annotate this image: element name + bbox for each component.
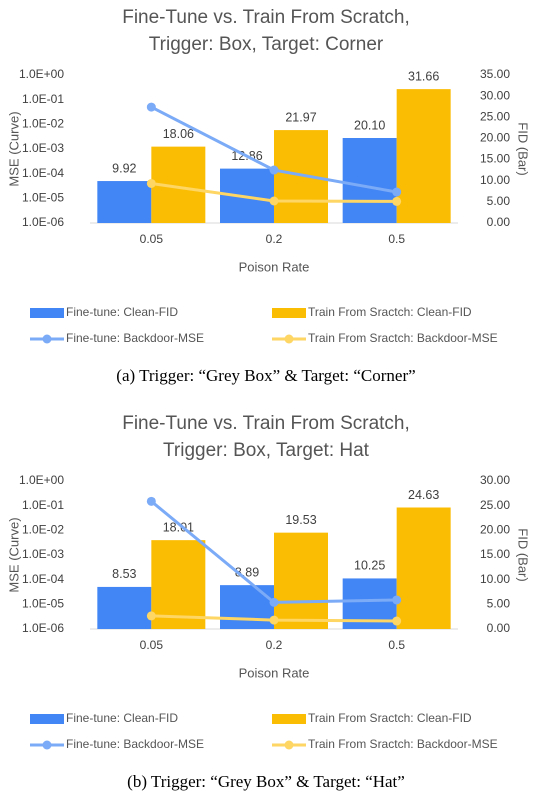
point [269,615,279,625]
y-axis-title: MSE (Curve) [6,111,21,186]
y-tick-label: 1.0E-02 [22,523,64,537]
x-tick-label: 0.05 [140,232,164,246]
y2-axis-title: FID (Bar) [516,528,531,581]
y2-tick-label: 0.00 [487,215,511,229]
y-tick-label: 1.0E-02 [22,117,64,131]
y2-tick-label: 30.00 [480,473,510,487]
bar [274,532,328,629]
point [146,496,156,506]
point [392,196,402,206]
y-tick-label: 1.0E-01 [22,92,64,106]
y-tick-label: 1.0E-06 [22,215,64,229]
legend-label: Fine-tune: Clean-FID [66,305,178,319]
bar [220,585,274,629]
x-axis-title: Poison Rate [239,259,310,274]
y2-tick-label: 25.00 [480,109,510,123]
chart-title: Fine-Tune vs. Train From Scratch, [122,7,410,28]
y2-tick-label: 20.00 [480,131,510,145]
bar [396,89,451,223]
legend-swatch [30,714,64,724]
chart-title: Fine-Tune vs. Train From Scratch, [122,413,410,434]
data-label: 8.53 [112,567,136,581]
y-tick-label: 1.0E-01 [22,498,64,512]
point [392,595,402,605]
data-label: 20.10 [354,118,385,132]
y2-tick-label: 5.00 [487,194,511,208]
caption: (a) Trigger: “Grey Box” & Target: “Corne… [116,366,415,385]
y-tick-label: 1.0E-04 [22,166,64,180]
legend-swatch [284,740,294,750]
legend-label: Fine-tune: Backdoor-MSE [66,737,204,751]
caption: (b) Trigger: “Grey Box” & Target: “Hat” [127,772,405,791]
data-label: 9.92 [112,161,136,175]
chart-title: Trigger: Box, Target: Hat [163,440,370,461]
point [392,187,402,197]
legend-swatch [42,334,52,344]
point [269,165,279,175]
chart: Fine-Tune vs. Train From Scratch, Trigger… [6,7,530,385]
y-tick-label: 1.0E-04 [22,572,64,586]
legend-swatch [42,740,52,750]
point [269,597,279,607]
y-tick-label: 1.0E-03 [22,547,64,561]
legend-label: Train From Sractch: Clean-FID [308,711,472,725]
x-tick-label: 0.5 [388,638,405,652]
point [146,611,156,621]
legend-label: Train From Sractch: Clean-FID [308,305,472,319]
y2-tick-label: 35.00 [480,67,510,81]
bar [274,130,328,223]
x-tick-label: 0.2 [266,232,283,246]
y2-tick-label: 10.00 [480,173,510,187]
y-tick-label: 1.0E-06 [22,621,64,635]
legend-swatch [30,308,64,318]
x-tick-label: 0.2 [266,638,283,652]
legend-label: Train From Sractch: Backdoor-MSE [308,331,498,345]
y-tick-label: 1.0E+00 [19,67,64,81]
y2-tick-label: 25.00 [480,498,510,512]
legend-label: Fine-tune: Backdoor-MSE [66,331,204,345]
y2-tick-label: 20.00 [480,523,510,537]
point [269,196,279,206]
point [146,178,156,188]
y-tick-label: 1.0E-03 [22,141,64,155]
y2-axis-title: FID (Bar) [516,122,531,175]
data-label: 24.63 [408,488,439,502]
y2-tick-label: 10.00 [480,572,510,586]
x-tick-label: 0.5 [388,232,405,246]
bar [151,540,206,629]
data-label: 19.53 [285,513,316,527]
y2-tick-label: 15.00 [480,547,510,561]
legend-swatch [272,714,306,724]
legend-label: Fine-tune: Clean-FID [66,711,178,725]
bar [342,138,397,223]
x-axis-title: Poison Rate [239,665,310,680]
chart: Fine-Tune vs. Train From Scratch, Trigger… [6,413,530,791]
y2-tick-label: 0.00 [487,621,511,635]
y2-tick-label: 15.00 [480,152,510,166]
y-tick-label: 1.0E+00 [19,473,64,487]
y2-tick-label: 5.00 [487,597,511,611]
legend-swatch [284,334,294,344]
point [146,102,156,112]
data-label: 21.97 [285,110,316,124]
data-label: 31.66 [408,69,439,83]
data-label: 10.25 [354,559,385,573]
y-tick-label: 1.0E-05 [22,191,64,205]
legend-swatch [272,308,306,318]
point [392,616,402,626]
y-axis-title: MSE (Curve) [6,517,21,592]
y-tick-label: 1.0E-05 [22,597,64,611]
legend-label: Train From Sractch: Backdoor-MSE [308,737,498,751]
x-tick-label: 0.05 [140,638,164,652]
bar [97,181,152,223]
bar [396,507,451,629]
data-label: 18.06 [163,127,194,141]
chart-title: Trigger: Box, Target: Corner [149,34,384,55]
y2-tick-label: 30.00 [480,88,510,102]
bar [97,586,152,629]
